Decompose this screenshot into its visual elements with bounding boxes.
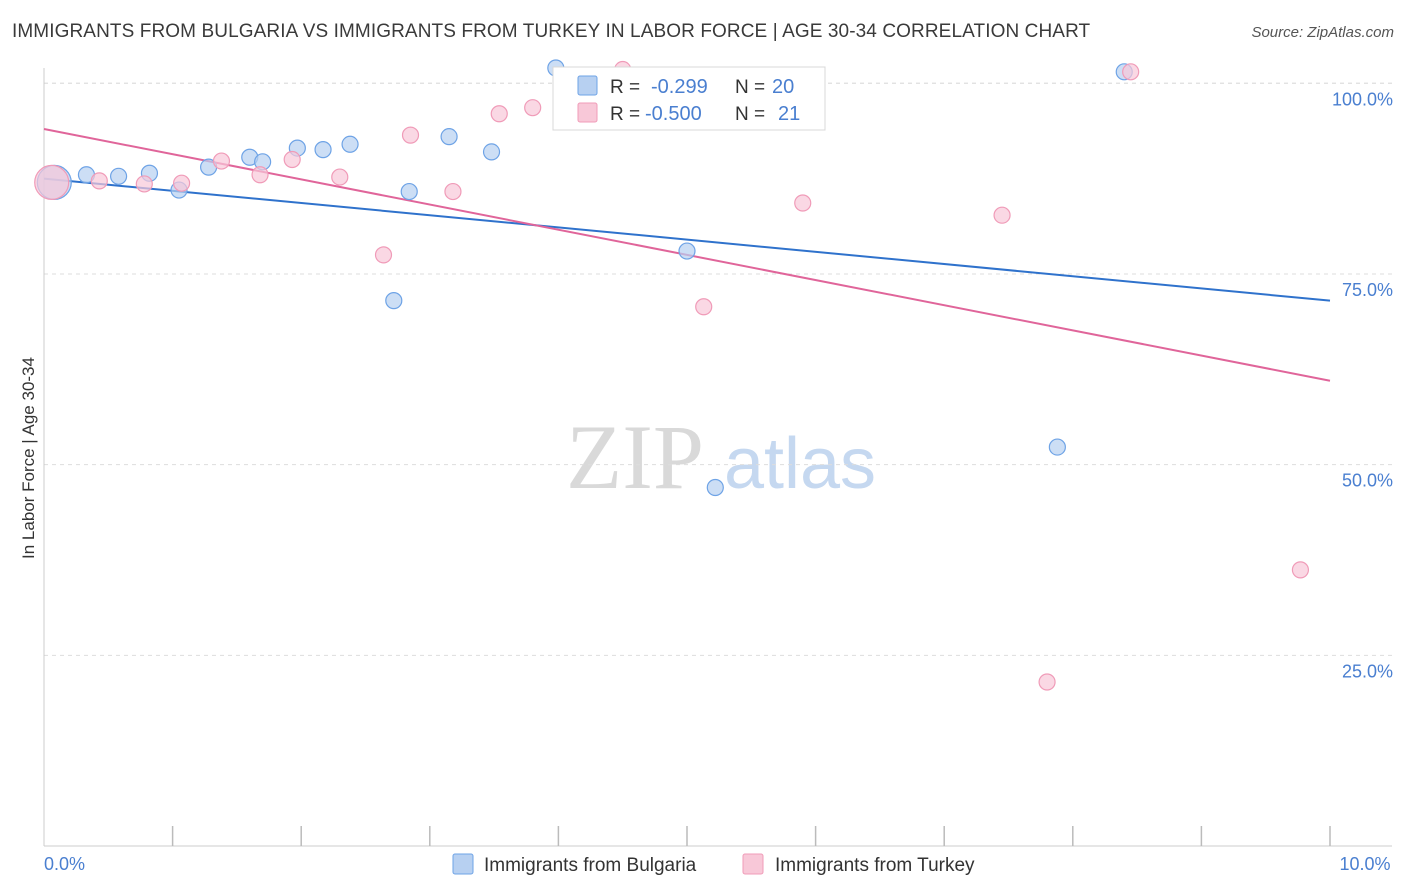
data-point-turkey	[331, 168, 349, 186]
watermark-zip: ZIP	[566, 406, 704, 508]
data-point-turkey	[490, 105, 508, 123]
stats-n-label-bulgaria: N =	[735, 77, 765, 98]
data-point-turkey	[212, 152, 231, 170]
legend-swatch-bulgaria	[452, 853, 474, 875]
y-tick-label: 25.0%	[1342, 661, 1393, 681]
y-tick-label: 75.0%	[1342, 280, 1393, 300]
watermark-atlas: atlas	[724, 424, 876, 504]
data-point-turkey	[1122, 63, 1140, 81]
stats-r-value-bulgaria: -0.299	[651, 76, 708, 98]
watermark: ZIP atlas	[566, 406, 876, 508]
data-point-turkey	[695, 298, 713, 316]
data-point-bulgaria	[109, 167, 128, 185]
chart-source: Source: ZipAtlas.com	[1251, 24, 1394, 41]
legend-label-turkey: Immigrants from Turkey	[775, 855, 975, 876]
data-point-bulgaria	[706, 478, 724, 497]
data-point-bulgaria	[482, 143, 501, 161]
stats-legend-box	[552, 66, 826, 131]
data-point-turkey	[374, 246, 393, 264]
x-tick-label: 0.0%	[44, 854, 85, 874]
stats-swatch-turkey	[577, 102, 598, 123]
y-axis-title: In Labor Force | Age 30-34	[19, 357, 38, 559]
data-point-turkey	[135, 175, 153, 193]
data-point-turkey	[401, 126, 420, 144]
stats-n-value-bulgaria: 20	[772, 76, 794, 98]
stats-r-label-bulgaria: R =	[610, 77, 640, 98]
data-point-bulgaria	[1048, 438, 1066, 456]
data-point-turkey	[444, 182, 462, 201]
data-point-bulgaria	[314, 141, 332, 159]
data-point-turkey	[251, 166, 269, 184]
x-tick-label: 10.0%	[1339, 854, 1390, 874]
data-point-turkey	[1291, 561, 1310, 579]
data-point-turkey	[1038, 673, 1056, 691]
data-point-turkey	[34, 164, 70, 201]
stats-swatch-bulgaria	[577, 75, 598, 96]
data-point-turkey	[173, 174, 191, 192]
data-point-turkey	[283, 150, 301, 169]
stats-r-label-turkey: R =	[610, 104, 640, 125]
data-point-turkey	[794, 194, 812, 212]
y-tick-label: 100.0%	[1332, 89, 1393, 109]
data-point-bulgaria	[341, 135, 359, 153]
trend-line-bulgaria	[43, 177, 1331, 302]
data-point-turkey	[993, 206, 1011, 224]
y-tick-label: 50.0%	[1342, 471, 1393, 491]
chart-title: IMMIGRANTS FROM BULGARIA VS IMMIGRANTS F…	[12, 21, 1091, 42]
legend-label-bulgaria: Immigrants from Bulgaria	[484, 855, 697, 876]
stats-legend: R = -0.299 N = 20 R = -0.500 N = 21	[552, 66, 826, 131]
data-point-turkey	[524, 99, 542, 117]
data-point-turkey	[90, 172, 108, 190]
data-points	[34, 59, 1310, 691]
data-point-bulgaria	[440, 128, 458, 146]
bottom-legend: Immigrants from Bulgaria Immigrants from…	[452, 853, 975, 876]
stats-n-label-turkey: N =	[735, 104, 765, 125]
data-point-bulgaria	[385, 292, 403, 310]
stats-n-value-turkey: 21	[778, 103, 800, 125]
data-point-bulgaria	[400, 182, 418, 201]
legend-swatch-turkey	[742, 853, 764, 875]
data-point-bulgaria	[678, 242, 696, 260]
stats-r-value-turkey: -0.500	[645, 103, 702, 125]
axes: 100.0% 75.0% 50.0% 25.0% 0.0% 10.0%	[43, 68, 1393, 874]
